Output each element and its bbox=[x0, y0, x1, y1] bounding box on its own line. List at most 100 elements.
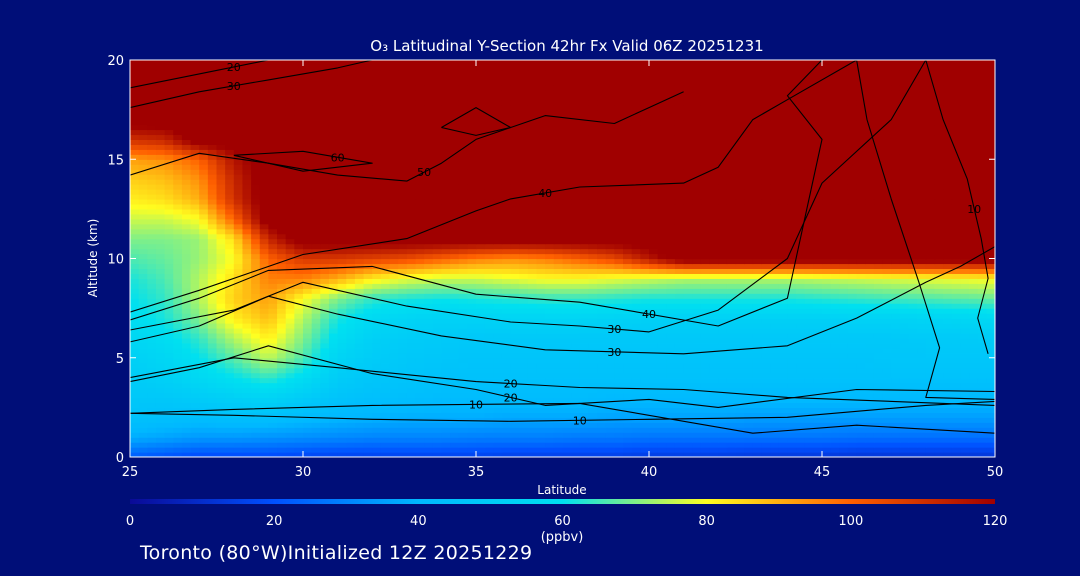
heatmap-cell bbox=[216, 243, 226, 250]
heatmap-cell bbox=[891, 218, 901, 225]
heatmap-cell bbox=[899, 233, 910, 240]
heatmap-cell bbox=[891, 402, 901, 408]
heatmap-cell bbox=[311, 228, 321, 235]
heatmap-cell bbox=[277, 447, 287, 453]
heatmap-cell bbox=[389, 412, 399, 418]
heatmap-cell bbox=[657, 357, 667, 364]
heatmap-cell bbox=[138, 223, 148, 230]
heatmap-cell bbox=[960, 263, 970, 270]
heatmap-cell bbox=[277, 313, 287, 319]
heatmap-cell bbox=[337, 422, 347, 428]
heatmap-cell bbox=[700, 218, 711, 225]
heatmap-cell bbox=[181, 288, 192, 294]
heatmap-cell bbox=[579, 243, 590, 250]
heatmap-cell bbox=[925, 407, 936, 413]
heatmap-cell bbox=[199, 213, 209, 220]
heatmap-cell bbox=[173, 208, 183, 215]
heatmap-cell bbox=[190, 432, 200, 438]
heatmap-cell bbox=[493, 452, 503, 457]
heatmap-cell bbox=[251, 402, 261, 408]
heatmap-cell bbox=[458, 243, 468, 250]
heatmap-cell bbox=[320, 332, 330, 339]
heatmap-cell bbox=[458, 357, 468, 364]
heatmap-cell bbox=[943, 278, 953, 284]
heatmap-cell bbox=[726, 332, 737, 339]
heatmap-cell bbox=[588, 362, 598, 369]
heatmap-cell bbox=[666, 407, 676, 413]
heatmap-cell bbox=[303, 397, 313, 404]
heatmap-cell bbox=[562, 372, 572, 379]
heatmap-cell bbox=[432, 382, 442, 389]
heatmap-cell bbox=[545, 347, 555, 354]
heatmap-cell bbox=[605, 387, 615, 394]
heatmap-cell bbox=[597, 253, 607, 260]
heatmap-cell bbox=[562, 268, 572, 274]
heatmap-cell bbox=[536, 342, 546, 349]
heatmap-cell bbox=[649, 332, 659, 339]
heatmap-cell bbox=[372, 298, 382, 304]
heatmap-cell bbox=[969, 243, 979, 250]
heatmap-cell bbox=[199, 337, 209, 344]
heatmap-cell bbox=[130, 447, 140, 453]
heatmap-cell bbox=[891, 228, 901, 235]
heatmap-cell bbox=[700, 323, 711, 329]
heatmap-cell bbox=[527, 432, 538, 438]
heatmap-cell bbox=[917, 258, 927, 265]
heatmap-cell bbox=[164, 238, 174, 245]
heatmap-cell bbox=[856, 318, 866, 324]
heatmap-cell bbox=[977, 452, 987, 457]
heatmap-cell bbox=[138, 342, 148, 349]
heatmap-cell bbox=[328, 332, 339, 339]
heatmap-cell bbox=[830, 318, 840, 324]
heatmap-cell bbox=[181, 417, 192, 423]
heatmap-cell bbox=[778, 397, 788, 404]
heatmap-cell bbox=[225, 263, 235, 270]
heatmap-cell bbox=[458, 238, 468, 245]
heatmap-cell bbox=[865, 417, 875, 423]
heatmap-cell bbox=[432, 352, 442, 359]
heatmap-cell bbox=[199, 218, 209, 225]
heatmap-cell bbox=[303, 318, 313, 324]
heatmap-cell bbox=[173, 432, 183, 438]
heatmap-cell bbox=[164, 303, 174, 309]
heatmap-cell bbox=[579, 318, 590, 324]
heatmap-cell bbox=[692, 233, 702, 240]
heatmap-cell bbox=[553, 208, 564, 215]
heatmap-cell bbox=[389, 347, 399, 354]
heatmap-cell bbox=[925, 392, 936, 399]
heatmap-cell bbox=[303, 407, 313, 413]
heatmap-cell bbox=[277, 407, 287, 413]
heatmap-cell bbox=[233, 362, 244, 369]
heatmap-cell bbox=[649, 352, 659, 359]
heatmap-cell bbox=[501, 417, 512, 423]
heatmap-cell bbox=[424, 372, 434, 379]
heatmap-cell bbox=[830, 268, 840, 274]
heatmap-cell bbox=[415, 337, 425, 344]
heatmap-cell bbox=[242, 318, 252, 324]
heatmap-cell bbox=[398, 318, 408, 324]
heatmap-cell bbox=[674, 392, 685, 399]
heatmap-cell bbox=[285, 452, 295, 457]
heatmap-cell bbox=[674, 223, 685, 230]
heatmap-cell bbox=[181, 342, 192, 349]
heatmap-cell bbox=[199, 387, 209, 394]
heatmap-cell bbox=[908, 392, 918, 399]
heatmap-cell bbox=[510, 318, 520, 324]
heatmap-cell bbox=[813, 372, 823, 379]
heatmap-cell bbox=[666, 323, 676, 329]
heatmap-cell bbox=[415, 387, 425, 394]
heatmap-cell bbox=[337, 352, 347, 359]
heatmap-cell bbox=[242, 452, 252, 457]
heatmap-cell bbox=[683, 452, 693, 457]
heatmap-cell bbox=[709, 377, 719, 384]
heatmap-cell bbox=[147, 318, 157, 324]
heatmap-cell bbox=[432, 452, 442, 457]
heatmap-cell bbox=[476, 208, 486, 215]
heatmap-cell bbox=[951, 238, 961, 245]
heatmap-cell bbox=[553, 268, 564, 274]
heatmap-cell bbox=[242, 208, 252, 215]
heatmap-cell bbox=[406, 258, 417, 265]
heatmap-cell bbox=[450, 387, 460, 394]
heatmap-cell bbox=[476, 318, 486, 324]
heatmap-cell bbox=[969, 452, 979, 457]
